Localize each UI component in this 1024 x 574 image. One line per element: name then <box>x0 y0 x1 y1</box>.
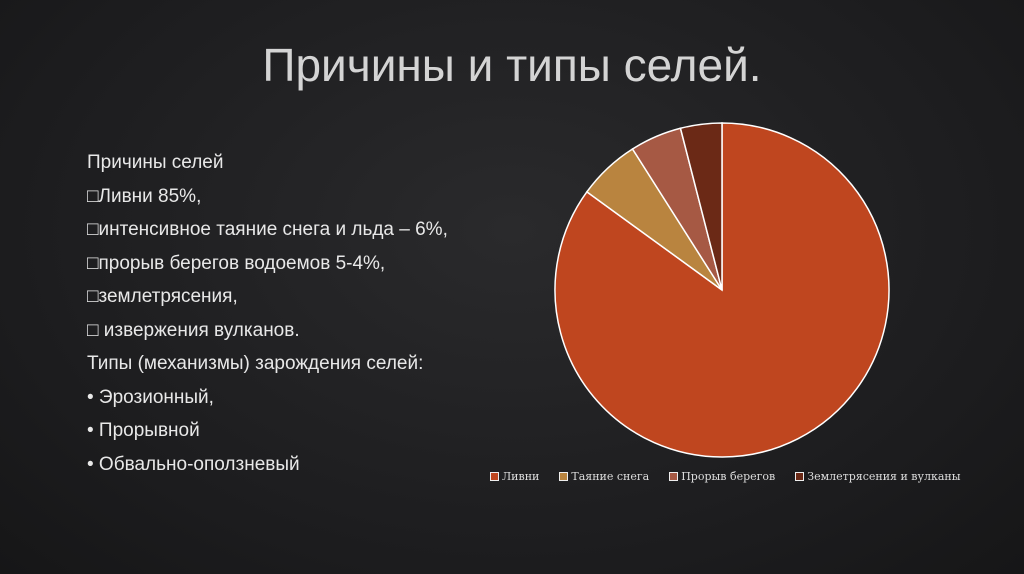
pie-chart <box>554 122 890 458</box>
cause-item: □ извержения вулканов. <box>87 319 300 341</box>
legend-label: Землетрясения и вулканы <box>807 470 961 483</box>
legend-swatch <box>669 472 679 481</box>
cause-item: □Ливни 85%, <box>87 185 202 207</box>
type-item: • Эрозионный, <box>87 386 214 408</box>
legend-label: Ливни <box>502 470 540 483</box>
slide-title: Причины и типы селей. <box>262 39 762 91</box>
legend-label: Таяние снега <box>571 470 650 483</box>
cause-item: □прорыв берегов водоемов 5-4%, <box>87 252 386 274</box>
legend-item: Прорыв берегов <box>669 470 775 483</box>
causes-heading: Причины селей <box>87 152 224 173</box>
body-text: Причины селей □Ливни 85%, □интенсивное т… <box>87 146 448 481</box>
legend-swatch <box>795 472 805 481</box>
legend-item: Землетрясения и вулканы <box>795 470 960 483</box>
legend-label: Прорыв берегов <box>681 470 776 483</box>
legend-item: Ливни <box>490 470 539 483</box>
legend-swatch <box>490 472 499 481</box>
legend-item: Таяние снега <box>559 470 649 483</box>
legend-swatch <box>559 472 569 481</box>
chart-legend: Ливни Таяние снега Прорыв берегов Землетряс… <box>490 470 960 483</box>
pie-slice-3 <box>679 122 723 291</box>
type-item: • Обвально-оползневый <box>87 453 300 475</box>
types-heading: Типы (механизмы) зарождения селей: <box>87 353 424 374</box>
cause-item: □интенсивное таяние снега и льда – 6%, <box>87 219 448 240</box>
type-item: • Прорывной <box>87 420 200 441</box>
cause-item: □землетрясения, <box>87 286 238 307</box>
